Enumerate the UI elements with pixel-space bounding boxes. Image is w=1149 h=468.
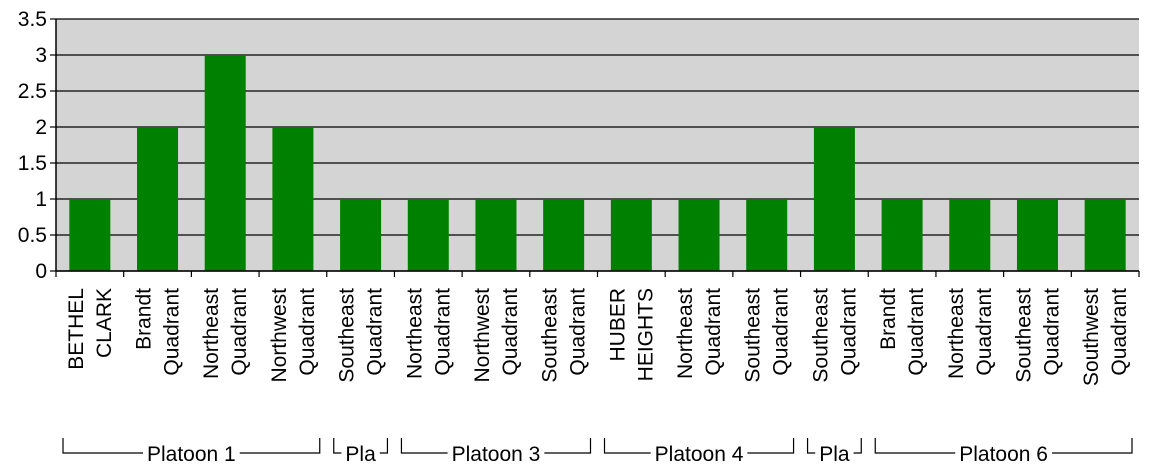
group-brackets: Platoon 1 Pla Platoon 3 Platoon 4 Pla Platoon… bbox=[62, 438, 1133, 466]
bar bbox=[340, 199, 382, 271]
y-tick-label: 3.5 bbox=[18, 8, 47, 31]
category-label: CLARK bbox=[93, 288, 116, 358]
group-bracket bbox=[333, 438, 342, 454]
category-label: Quadrant bbox=[296, 288, 319, 376]
category-label: Quadrant bbox=[364, 288, 387, 376]
bar bbox=[407, 199, 449, 271]
category-label: Quadrant bbox=[973, 288, 996, 376]
category-label: Quadrant bbox=[499, 288, 522, 376]
category-labels: BETHEL CLARK Brandt Quadrant Northeast Quadra… bbox=[65, 288, 1131, 386]
category-label: Southeast bbox=[809, 288, 832, 383]
category-label: Northeast bbox=[403, 288, 426, 379]
group-bracket bbox=[544, 438, 592, 454]
category-label: HEIGHTS bbox=[634, 288, 657, 381]
bar bbox=[746, 199, 788, 271]
category-label: Quadrant bbox=[905, 288, 928, 376]
category-label: Northeast bbox=[945, 288, 968, 379]
category-label: Quadrant bbox=[702, 288, 725, 376]
category-label: Brandt bbox=[877, 288, 900, 350]
group-bracket bbox=[874, 438, 956, 454]
y-tick-label: 0.5 bbox=[18, 224, 47, 247]
group-label: Platoon 6 bbox=[959, 443, 1048, 466]
group-bracket bbox=[1052, 438, 1133, 454]
group-bracket bbox=[603, 438, 651, 454]
category-label: Quadrant bbox=[161, 288, 184, 376]
category-label: Southeast bbox=[742, 288, 765, 383]
y-tick-label: 1.5 bbox=[18, 152, 47, 175]
bar bbox=[1016, 199, 1058, 271]
category-label: Quadrant bbox=[1040, 288, 1063, 376]
y-tick-label: 3 bbox=[35, 44, 47, 67]
bar bbox=[1084, 199, 1126, 271]
category-label: Southeast bbox=[336, 288, 359, 383]
group-bracket bbox=[747, 438, 795, 454]
category-label: Quadrant bbox=[837, 288, 860, 376]
category-label: Southeast bbox=[539, 288, 562, 383]
group-label: Platoon 1 bbox=[147, 443, 236, 466]
category-label: Southeast bbox=[1012, 288, 1035, 383]
category-label: HUBER bbox=[606, 288, 629, 362]
bar bbox=[610, 199, 652, 271]
bar bbox=[813, 127, 855, 271]
group-label: Pla bbox=[345, 443, 376, 466]
category-label: Southwest bbox=[1080, 288, 1103, 386]
bar bbox=[137, 127, 179, 271]
bar bbox=[543, 199, 585, 271]
group-label: Pla bbox=[819, 443, 850, 466]
category-label: Northeast bbox=[200, 288, 223, 379]
group-bracket bbox=[379, 438, 389, 454]
bar bbox=[475, 199, 517, 271]
category-label: Quadrant bbox=[770, 288, 793, 376]
group-label: Platoon 3 bbox=[452, 443, 541, 466]
group-bracket bbox=[400, 438, 448, 454]
bar bbox=[881, 199, 923, 271]
y-tick-label: 0 bbox=[35, 260, 47, 283]
bar bbox=[204, 55, 246, 271]
bar bbox=[69, 199, 111, 271]
category-label: BETHEL bbox=[65, 288, 88, 370]
group-bracket bbox=[853, 438, 862, 454]
bar bbox=[272, 127, 314, 271]
category-label: Northwest bbox=[471, 288, 494, 383]
category-label: Quadrant bbox=[431, 288, 454, 376]
category-label: Quadrant bbox=[228, 288, 251, 376]
category-label: Northeast bbox=[674, 288, 697, 379]
y-tick-label: 1 bbox=[35, 188, 47, 211]
bar bbox=[678, 199, 720, 271]
y-axis-ticks: 0 0.5 1 1.5 2 2.5 3 3.5 bbox=[18, 8, 1140, 283]
group-bracket bbox=[239, 438, 321, 454]
category-label: Brandt bbox=[133, 288, 156, 350]
y-tick-label: 2.5 bbox=[18, 80, 47, 103]
bar bbox=[949, 199, 991, 271]
group-label: Platoon 4 bbox=[655, 443, 744, 466]
bars bbox=[69, 55, 1126, 271]
group-bracket bbox=[62, 438, 143, 454]
category-label: Quadrant bbox=[567, 288, 590, 376]
category-label: Quadrant bbox=[1108, 288, 1131, 376]
category-label: Northwest bbox=[268, 288, 291, 383]
y-tick-label: 2 bbox=[35, 116, 47, 139]
group-bracket bbox=[806, 438, 816, 454]
